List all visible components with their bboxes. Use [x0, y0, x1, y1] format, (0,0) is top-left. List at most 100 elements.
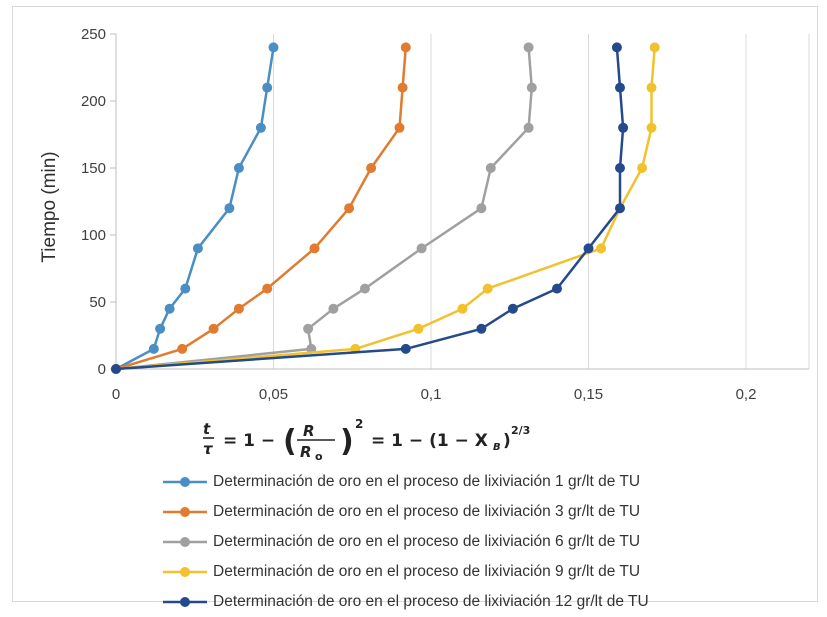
- legend-item: Determinación de oro en el proceso de li…: [163, 467, 649, 497]
- data-point: [552, 283, 562, 294]
- data-point: [611, 42, 622, 53]
- svg-text:τ: τ: [203, 440, 213, 458]
- series-2: [111, 42, 411, 374]
- data-point: [649, 42, 660, 53]
- x-tick-label: 0: [112, 386, 120, 403]
- series-line: [115, 47, 656, 371]
- data-point: [262, 82, 273, 93]
- y-tick-label: 200: [81, 93, 106, 110]
- chart-plot: 0 0,05 0,1 0,15 0,2 0 50 100 150 200 250 Tiempo (m…: [39, 26, 810, 403]
- svg-text:2: 2: [355, 417, 363, 431]
- data-point: [615, 163, 625, 173]
- data-point: [224, 203, 235, 214]
- data-point: [400, 343, 411, 354]
- series-line: [115, 47, 275, 371]
- data-point: [615, 203, 625, 214]
- data-point: [615, 82, 625, 93]
- data-point: [618, 122, 629, 133]
- svg-text:t: t: [203, 420, 211, 438]
- x-tick-label: 0,15: [574, 386, 603, 403]
- legend-marker: [163, 477, 207, 487]
- data-point: [344, 203, 355, 214]
- data-point: [394, 122, 405, 133]
- series-layer: [111, 42, 660, 374]
- data-point: [359, 283, 370, 294]
- svg-text:o: o: [315, 450, 323, 462]
- series-line: [115, 47, 625, 371]
- series-line: [115, 47, 534, 371]
- x-tick-label: 0,1: [421, 386, 442, 403]
- data-point: [526, 82, 537, 93]
- legend-marker: [163, 567, 207, 577]
- data-point: [148, 343, 159, 354]
- data-point: [111, 364, 121, 374]
- legend-label: Determinación de oro en el proceso de li…: [213, 563, 641, 580]
- data-point: [523, 42, 534, 53]
- y-tick-label: 250: [81, 26, 106, 43]
- data-point: [233, 163, 244, 173]
- data-point: [328, 303, 339, 314]
- data-point: [177, 343, 188, 354]
- legend-label: Determinación de oro en el proceso de li…: [213, 593, 649, 610]
- axes: [110, 33, 809, 370]
- data-point: [268, 42, 279, 53]
- data-point: [303, 323, 314, 334]
- grid-lines: [273, 34, 810, 369]
- data-point: [164, 303, 175, 314]
- data-point: [233, 303, 244, 314]
- data-point: [397, 82, 408, 93]
- data-point: [192, 243, 203, 254]
- data-point: [180, 283, 191, 294]
- data-point: [485, 163, 496, 173]
- data-point: [457, 303, 468, 314]
- x-axis-formula: t τ = 1 − ( R R o ) 2 = 1 − (1 − X B ) 2…: [203, 417, 530, 462]
- data-point: [646, 82, 657, 93]
- legend-label: Determinación de oro en el proceso de li…: [213, 503, 641, 520]
- svg-text:B: B: [493, 442, 501, 453]
- data-point: [646, 122, 657, 133]
- y-tick-label: 0: [98, 361, 106, 378]
- data-point: [208, 323, 219, 334]
- series-5: [111, 42, 629, 374]
- data-point: [637, 163, 648, 173]
- legend-item: Determinación de oro en el proceso de li…: [163, 497, 649, 527]
- series-1: [111, 42, 279, 374]
- data-point: [583, 243, 594, 254]
- legend-item: Determinación de oro en el proceso de li…: [163, 587, 649, 617]
- y-tick-label: 150: [81, 160, 106, 177]
- legend: Determinación de oro en el proceso de li…: [163, 467, 649, 617]
- svg-text:): ): [340, 424, 354, 459]
- data-point: [413, 323, 424, 334]
- svg-text:R: R: [300, 443, 312, 461]
- y-axis-label: Tiempo (min): [39, 151, 60, 262]
- y-tick-label: 100: [81, 227, 106, 244]
- data-point: [476, 323, 487, 334]
- x-tick-label: 0,2: [736, 386, 757, 403]
- legend-item: Determinación de oro en el proceso de li…: [163, 557, 649, 587]
- data-point: [400, 42, 411, 53]
- data-point: [596, 243, 607, 254]
- data-point: [416, 243, 427, 254]
- chart-frame: 0 0,05 0,1 0,15 0,2 0 50 100 150 200 250 Tiempo (m…: [12, 6, 818, 610]
- data-point: [507, 303, 518, 314]
- x-tick-label: 0,05: [259, 386, 288, 403]
- svg-text:(: (: [283, 424, 297, 459]
- series-4: [111, 42, 660, 374]
- data-point: [482, 283, 493, 294]
- svg-text:): ): [503, 431, 511, 451]
- legend-marker: [163, 597, 207, 607]
- legend-marker: [163, 507, 207, 517]
- tick-labels: 0 0,05 0,1 0,15 0,2 0 50 100 150 200 250: [81, 26, 756, 403]
- data-point: [309, 243, 320, 254]
- svg-text:2/3: 2/3: [511, 424, 530, 437]
- legend-marker: [163, 537, 207, 547]
- legend-label: Determinación de oro en el proceso de li…: [213, 533, 641, 550]
- svg-text:= 1 −: = 1 −: [223, 431, 275, 451]
- legend-label: Determinación de oro en el proceso de li…: [213, 473, 641, 490]
- y-tick-label: 50: [89, 294, 106, 311]
- data-point: [476, 203, 487, 214]
- data-point: [523, 122, 534, 133]
- data-point: [155, 323, 166, 334]
- data-point: [366, 163, 377, 173]
- data-point: [255, 122, 266, 133]
